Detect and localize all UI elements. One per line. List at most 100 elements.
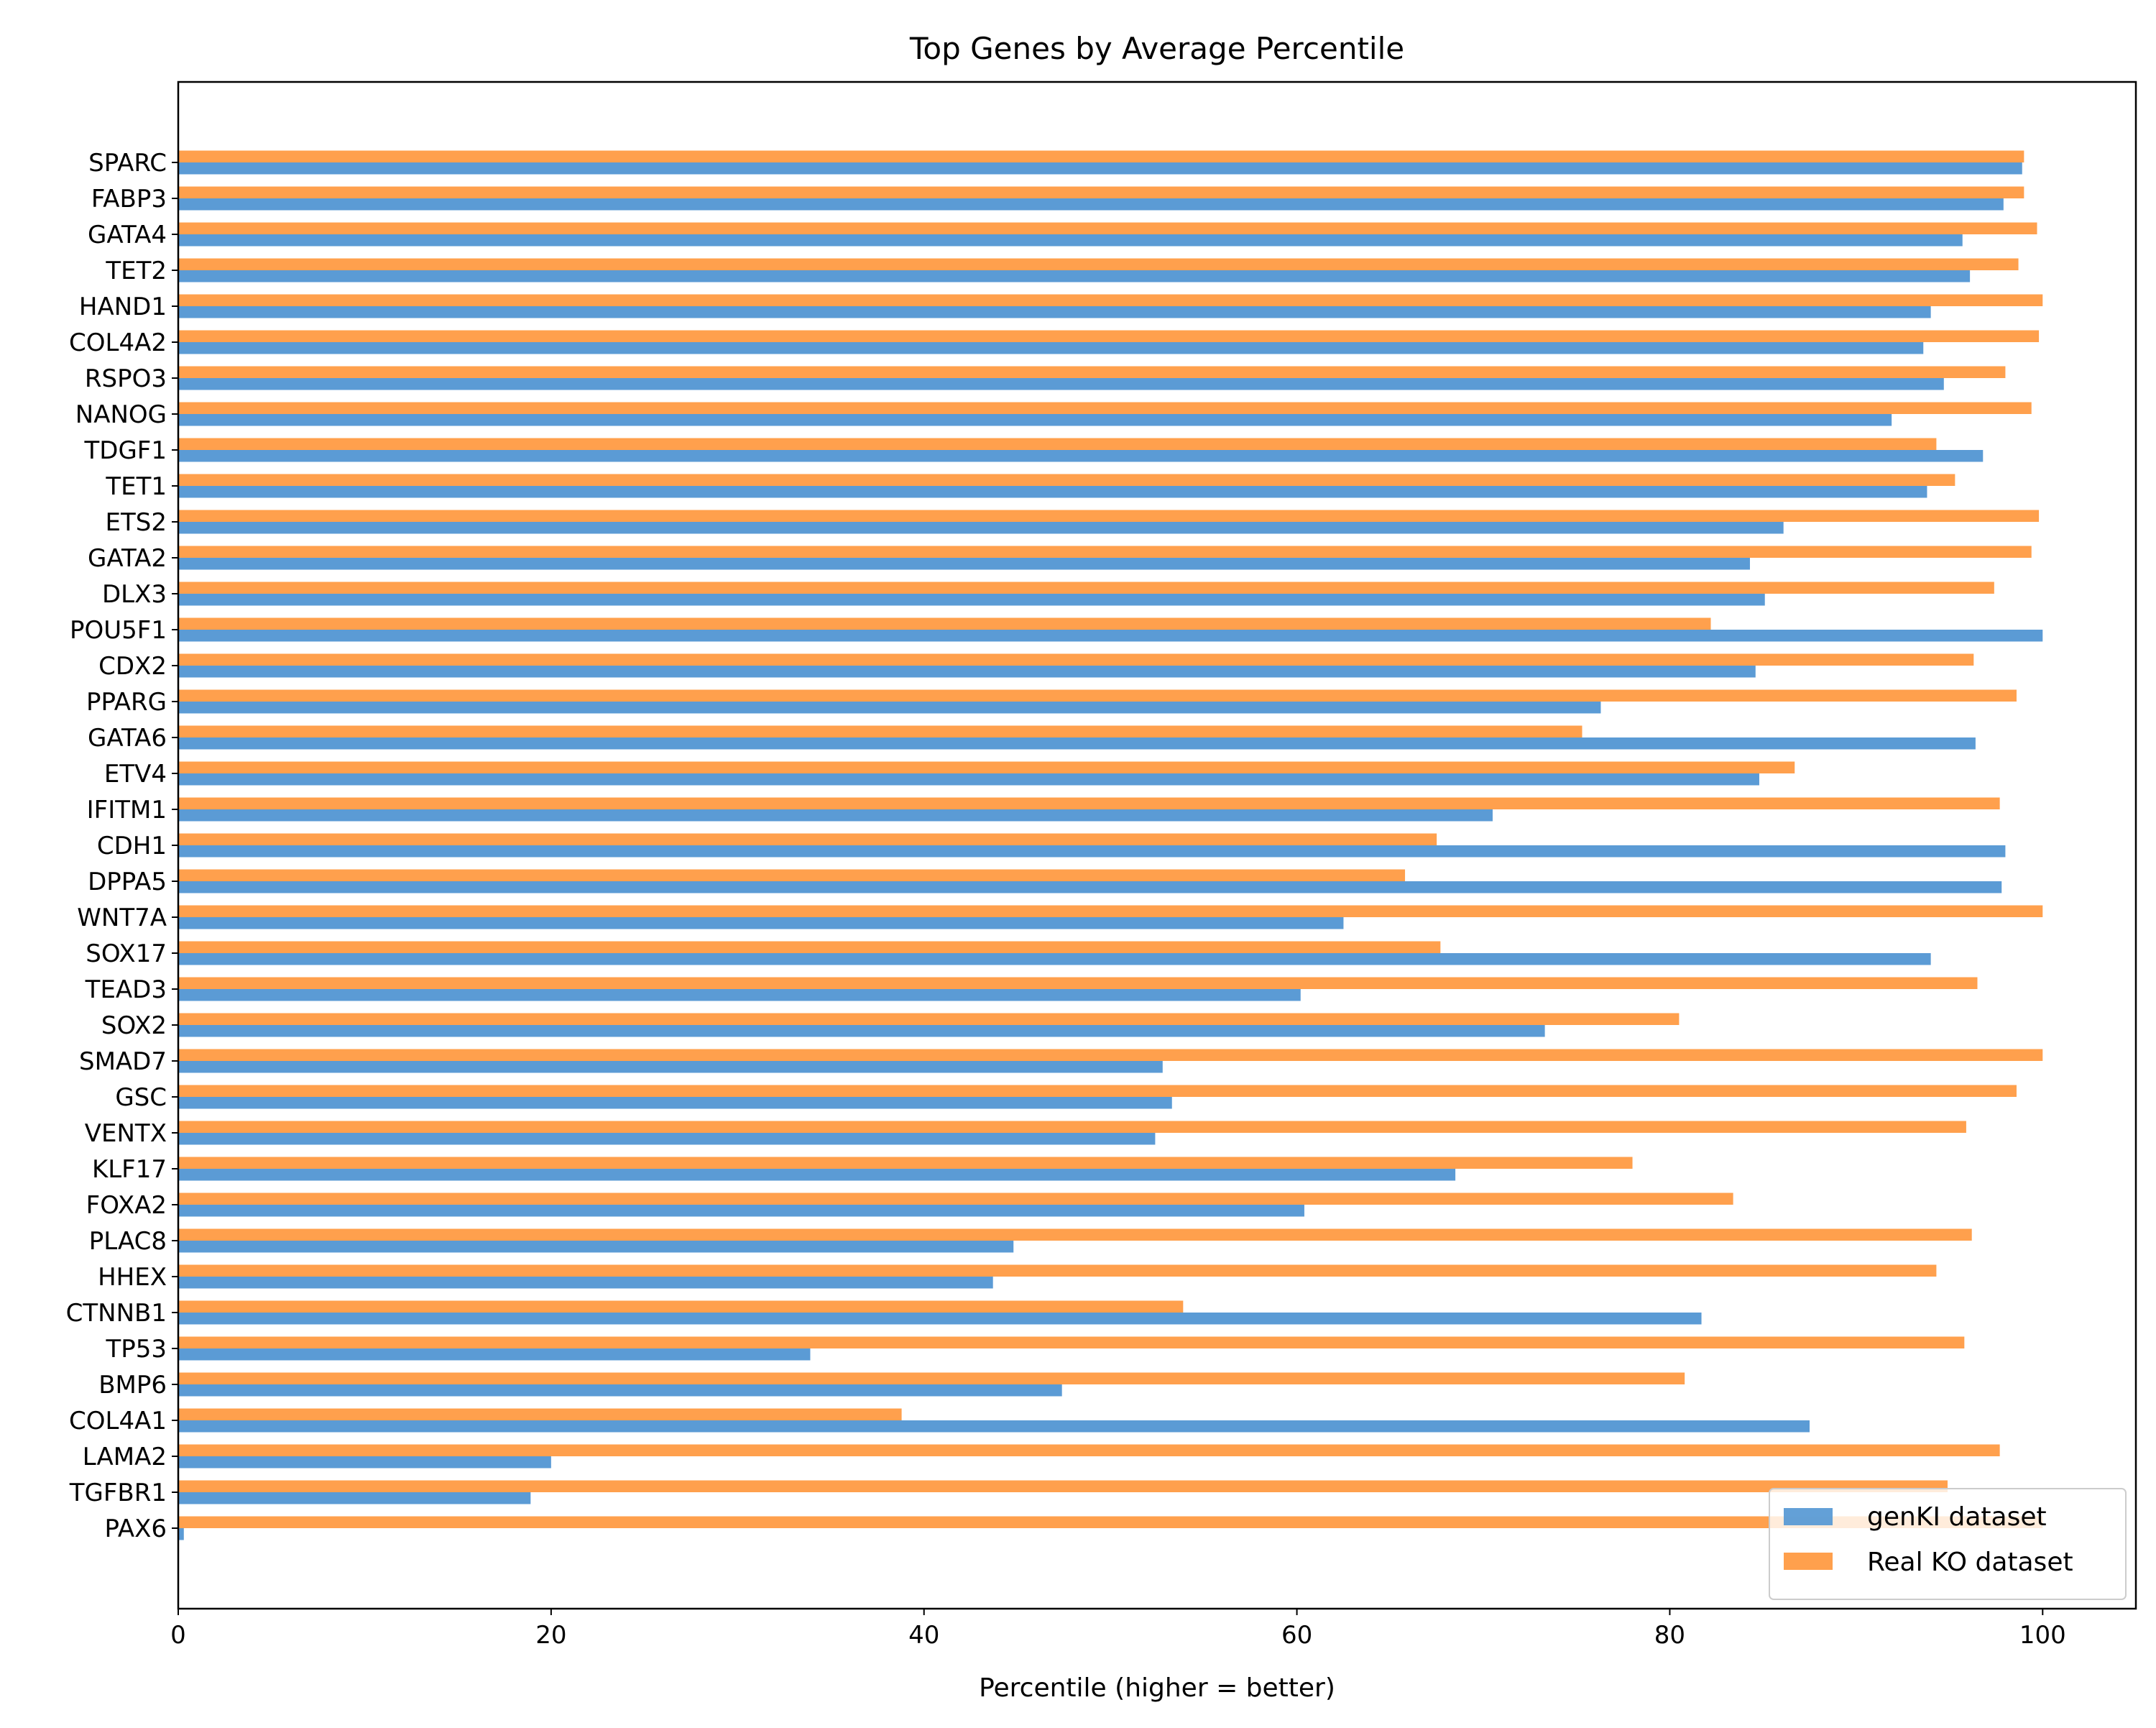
y-tick-label-wnt7a: WNT7A xyxy=(77,904,167,932)
x-tick-label-40: 40 xyxy=(908,1621,939,1650)
bar-real-ko-dataset-dppa5 xyxy=(178,869,1406,881)
bar-genki-dataset-ventx xyxy=(178,1133,1156,1145)
bar-genki-dataset-gata4 xyxy=(178,234,1963,247)
bar-genki-dataset-pou5f1 xyxy=(178,630,2043,642)
x-tick-label-100: 100 xyxy=(2019,1621,2066,1650)
y-tick-label-cdx2: CDX2 xyxy=(98,652,167,681)
y-tick-label-smad7: SMAD7 xyxy=(79,1047,167,1076)
bar-real-ko-dataset-ventx xyxy=(178,1121,1966,1133)
y-tick-label-rspo3: RSPO3 xyxy=(85,364,167,393)
legend-frame xyxy=(1769,1488,2127,1600)
bar-real-ko-dataset-ets2 xyxy=(178,510,2040,522)
x-axis: 0 20 40 60 80 100 xyxy=(170,1609,2066,1650)
bar-genki-dataset-dlx3 xyxy=(178,594,1765,606)
bar-genki-dataset-sox2 xyxy=(178,1025,1545,1037)
x-tick-label-60: 60 xyxy=(1281,1621,1312,1650)
y-tick-label-sox17: SOX17 xyxy=(86,939,167,968)
y-tick-label-tet2: TET2 xyxy=(105,257,167,285)
x-axis-label: Percentile (higher = better) xyxy=(979,1673,1335,1703)
bar-genki-dataset-sparc xyxy=(178,162,2022,175)
bar-real-ko-dataset-tead3 xyxy=(178,977,1978,989)
y-axis: SPARC FABP3 GATA4 TET2 HAND1 COL4A2 RSPO3 NANOG… xyxy=(66,149,178,1543)
legend-label-genki: genKI dataset xyxy=(1867,1502,2047,1532)
bar-real-ko-dataset-gsc xyxy=(178,1085,2017,1097)
bar-real-ko-dataset-dlx3 xyxy=(178,582,1994,594)
y-tick-label-pax6: PAX6 xyxy=(104,1515,167,1543)
bar-real-ko-dataset-pax6 xyxy=(178,1516,2043,1528)
bar-real-ko-dataset-hand1 xyxy=(178,294,2043,306)
bar-genki-dataset-tet2 xyxy=(178,270,1971,282)
x-tick-label-20: 20 xyxy=(535,1621,566,1650)
bar-genki-dataset-hhex xyxy=(178,1277,993,1289)
bar-real-ko-dataset-tp53 xyxy=(178,1336,1965,1348)
bar-genki-dataset-sox17 xyxy=(178,953,1931,965)
y-tick-label-ventx: VENTX xyxy=(85,1119,167,1148)
y-tick-label-tet1: TET1 xyxy=(105,472,167,501)
bars-layer xyxy=(178,150,2043,1540)
bar-real-ko-dataset-klf17 xyxy=(178,1157,1633,1169)
bar-genki-dataset-tgfbr1 xyxy=(178,1492,531,1504)
y-tick-label-plac8: PLAC8 xyxy=(89,1227,167,1256)
bar-genki-dataset-ifitm1 xyxy=(178,809,1493,822)
y-tick-label-gata4: GATA4 xyxy=(88,221,167,249)
bar-real-ko-dataset-smad7 xyxy=(178,1049,2043,1061)
bar-genki-dataset-fabp3 xyxy=(178,198,2004,211)
bar-real-ko-dataset-sox17 xyxy=(178,941,1441,953)
bar-real-ko-dataset-pparg xyxy=(178,689,2017,702)
y-tick-label-tead3: TEAD3 xyxy=(85,975,167,1004)
bar-genki-dataset-cdx2 xyxy=(178,666,1756,678)
y-tick-label-hhex: HHEX xyxy=(98,1263,167,1292)
bar-genki-dataset-rspo3 xyxy=(178,378,1944,390)
bar-genki-dataset-bmp6 xyxy=(178,1384,1062,1397)
y-tick-label-tgfbr1: TGFBR1 xyxy=(69,1479,167,1507)
bar-genki-dataset-hand1 xyxy=(178,306,1931,318)
bar-real-ko-dataset-ifitm1 xyxy=(178,797,2000,809)
bar-genki-dataset-nanog xyxy=(178,414,1892,426)
x-tick-label-0: 0 xyxy=(170,1621,186,1650)
bar-real-ko-dataset-tgfbr1 xyxy=(178,1480,1948,1492)
bar-genki-dataset-foxa2 xyxy=(178,1205,1304,1217)
y-tick-label-gsc: GSC xyxy=(115,1083,167,1112)
bar-real-ko-dataset-gata2 xyxy=(178,546,2032,558)
y-tick-label-sparc: SPARC xyxy=(88,149,167,178)
y-tick-label-etv4: ETV4 xyxy=(104,760,167,789)
bar-genki-dataset-cdh1 xyxy=(178,845,2006,858)
y-tick-label-ifitm1: IFITM1 xyxy=(87,796,167,824)
bar-real-ko-dataset-cdh1 xyxy=(178,833,1437,845)
bar-real-ko-dataset-fabp3 xyxy=(178,186,2024,198)
bar-genki-dataset-wnt7a xyxy=(178,917,1344,929)
bar-genki-dataset-pax6 xyxy=(178,1528,184,1540)
bar-genki-dataset-tdgf1 xyxy=(178,450,1984,462)
bar-real-ko-dataset-tdgf1 xyxy=(178,438,1937,450)
bar-genki-dataset-smad7 xyxy=(178,1061,1163,1073)
bar-genki-dataset-lama2 xyxy=(178,1456,551,1469)
bar-real-ko-dataset-sparc xyxy=(178,150,2024,162)
bar-real-ko-dataset-sox2 xyxy=(178,1013,1680,1025)
y-tick-label-tdgf1: TDGF1 xyxy=(84,436,167,465)
legend-swatch-genki xyxy=(1784,1508,1833,1525)
bar-genki-dataset-tead3 xyxy=(178,989,1301,1001)
bar-genki-dataset-col4a2 xyxy=(178,342,1924,354)
bar-genki-dataset-gata6 xyxy=(178,737,1976,750)
bar-genki-dataset-gata2 xyxy=(178,558,1750,570)
y-tick-label-col4a1: COL4A1 xyxy=(69,1407,167,1435)
y-tick-label-dppa5: DPPA5 xyxy=(88,868,167,896)
legend-label-real-ko: Real KO dataset xyxy=(1867,1548,2073,1577)
bar-real-ko-dataset-etv4 xyxy=(178,761,1795,773)
y-tick-label-col4a2: COL4A2 xyxy=(69,328,167,357)
bar-genki-dataset-tp53 xyxy=(178,1348,811,1361)
bar-real-ko-dataset-col4a2 xyxy=(178,330,2040,342)
y-tick-label-fabp3: FABP3 xyxy=(91,185,167,213)
bar-real-ko-dataset-tet2 xyxy=(178,258,2019,270)
bar-real-ko-dataset-hhex xyxy=(178,1264,1937,1277)
y-tick-label-dlx3: DLX3 xyxy=(102,580,167,609)
bar-real-ko-dataset-wnt7a xyxy=(178,905,2043,917)
y-tick-label-gata2: GATA2 xyxy=(88,544,167,573)
y-tick-label-nanog: NANOG xyxy=(75,400,167,429)
bar-genki-dataset-plac8 xyxy=(178,1241,1014,1253)
bar-genki-dataset-ets2 xyxy=(178,522,1784,534)
y-tick-label-gata6: GATA6 xyxy=(88,724,167,753)
y-tick-label-bmp6: BMP6 xyxy=(98,1371,167,1400)
bar-real-ko-dataset-cdx2 xyxy=(178,653,1974,666)
bar-real-ko-dataset-plac8 xyxy=(178,1228,1972,1241)
